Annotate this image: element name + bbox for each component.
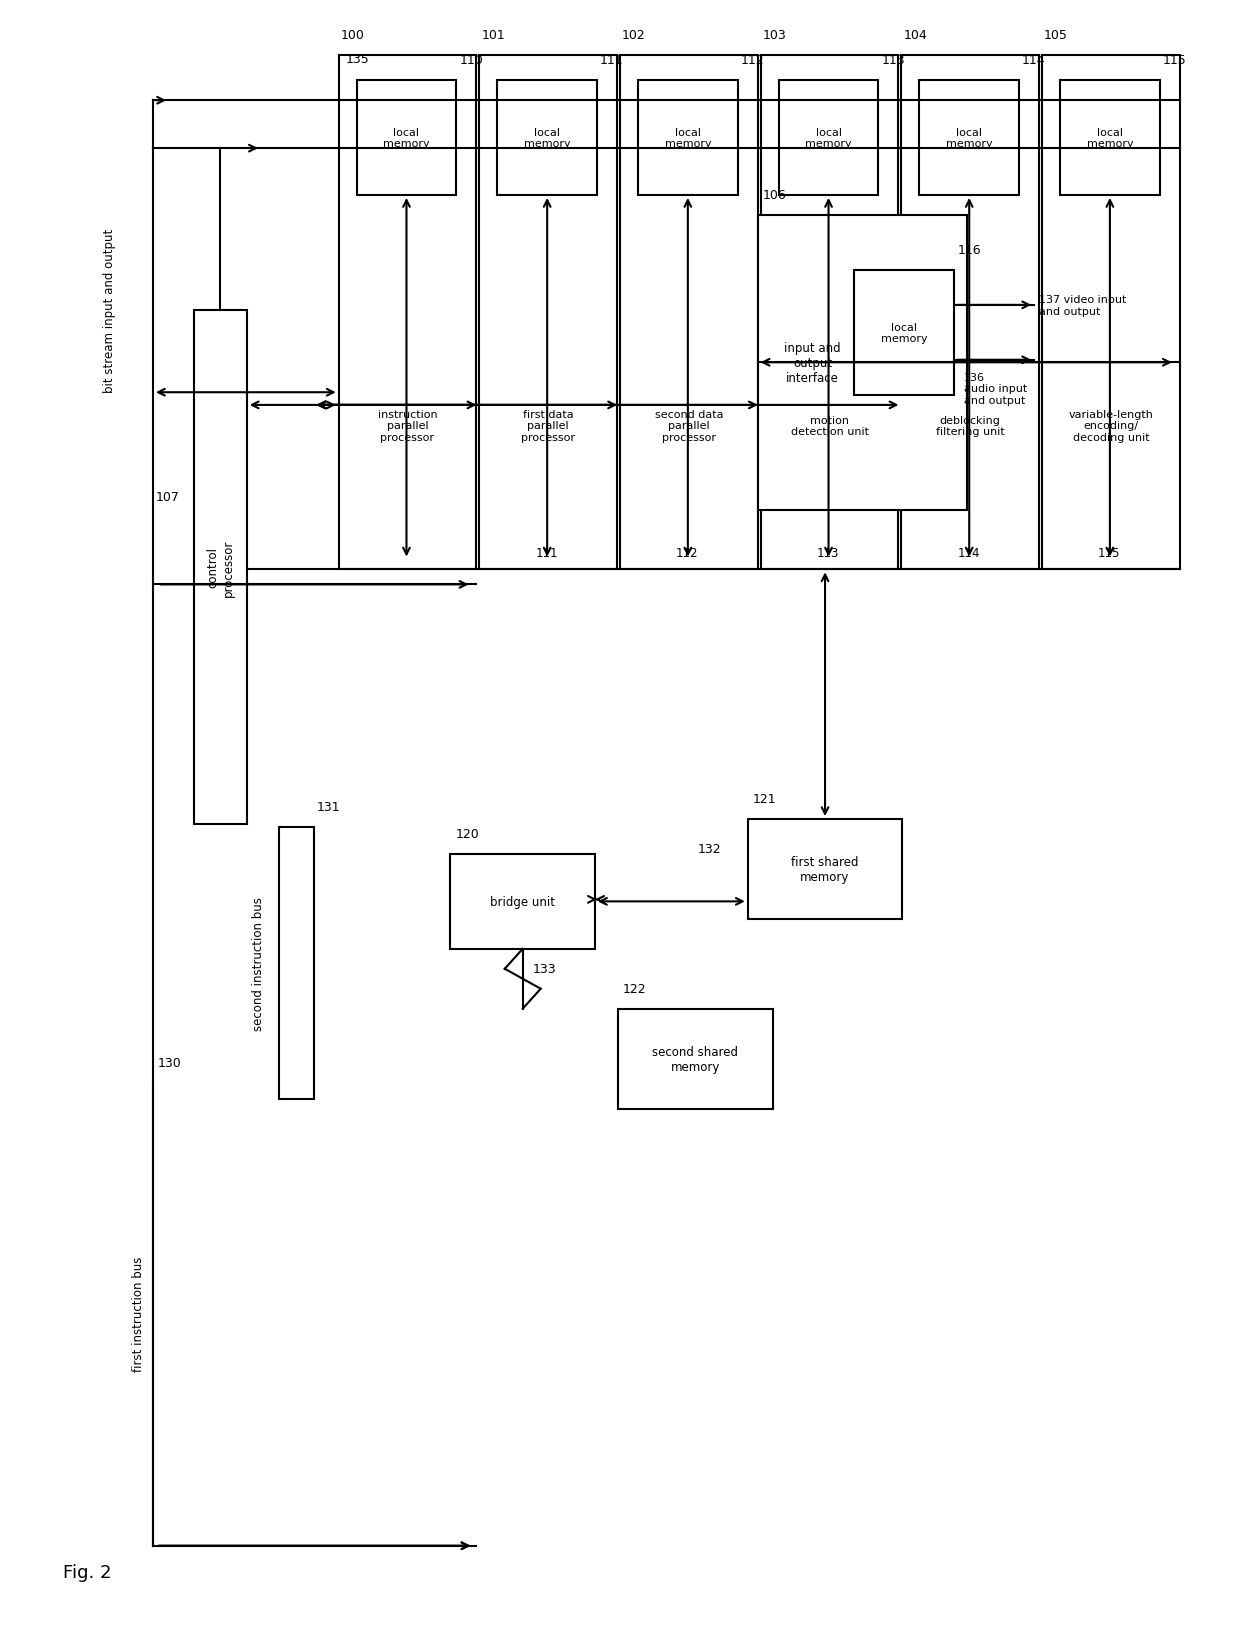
Text: 122: 122: [622, 982, 646, 995]
Text: second instruction bus: second instruction bus: [252, 897, 265, 1030]
Text: 105: 105: [1044, 30, 1068, 43]
Bar: [854, 270, 955, 396]
Text: 111: 111: [600, 54, 624, 68]
Text: 114: 114: [1022, 54, 1045, 68]
Text: 113: 113: [817, 547, 839, 560]
Text: 120: 120: [455, 827, 479, 840]
Bar: [339, 56, 476, 570]
Bar: [279, 827, 314, 1099]
Text: variable-length
encoding/
decoding unit: variable-length encoding/ decoding unit: [1069, 410, 1153, 443]
Text: 107: 107: [156, 489, 180, 503]
Text: second data
parallel
processor: second data parallel processor: [655, 410, 723, 443]
Text: instruction
parallel
processor: instruction parallel processor: [378, 410, 438, 443]
Text: 136
audio input
and output: 136 audio input and output: [965, 372, 1028, 405]
Bar: [450, 854, 595, 949]
Text: local
memory: local memory: [1086, 129, 1133, 150]
Text: first shared
memory: first shared memory: [791, 855, 859, 883]
Text: input and
output
interface: input and output interface: [784, 341, 841, 384]
Bar: [758, 216, 967, 511]
Text: second shared
memory: second shared memory: [652, 1045, 738, 1073]
Text: 112: 112: [676, 547, 698, 560]
Text: 130: 130: [157, 1056, 182, 1070]
Text: 111: 111: [536, 547, 558, 560]
Text: deblocking
filtering unit: deblocking filtering unit: [936, 415, 1004, 437]
Bar: [637, 81, 738, 196]
Bar: [919, 81, 1019, 196]
Text: 132: 132: [698, 842, 722, 855]
Text: bridge unit: bridge unit: [490, 895, 556, 908]
Text: 102: 102: [622, 30, 646, 43]
Text: local
memory: local memory: [946, 129, 992, 150]
Text: local
memory: local memory: [665, 129, 712, 150]
Bar: [497, 81, 596, 196]
Bar: [748, 819, 903, 920]
Text: 103: 103: [763, 30, 786, 43]
Text: 115: 115: [1097, 547, 1120, 560]
Text: 101: 101: [481, 30, 505, 43]
Bar: [760, 56, 898, 570]
Text: 116: 116: [957, 244, 981, 257]
Bar: [357, 81, 456, 196]
Text: 106: 106: [763, 190, 786, 203]
Text: 137 video input
and output: 137 video input and output: [1039, 295, 1126, 316]
Bar: [901, 56, 1039, 570]
Bar: [1060, 81, 1159, 196]
Text: first data
parallel
processor: first data parallel processor: [521, 410, 575, 443]
Text: 121: 121: [753, 793, 776, 806]
Text: motion
detection unit: motion detection unit: [791, 415, 868, 437]
Text: local
memory: local memory: [523, 129, 570, 150]
Text: 131: 131: [316, 801, 340, 814]
Text: 135: 135: [346, 53, 370, 66]
Text: 113: 113: [882, 54, 905, 68]
Text: 104: 104: [904, 30, 928, 43]
Text: bit stream input and output: bit stream input and output: [103, 229, 115, 392]
Text: 110: 110: [459, 54, 484, 68]
Text: 112: 112: [740, 54, 764, 68]
Text: 133: 133: [533, 962, 557, 976]
Text: local
memory: local memory: [805, 129, 852, 150]
Bar: [1042, 56, 1179, 570]
Text: Fig. 2: Fig. 2: [63, 1564, 112, 1582]
Bar: [193, 311, 247, 824]
Bar: [480, 56, 618, 570]
Text: local
memory: local memory: [882, 323, 928, 344]
Bar: [779, 81, 878, 196]
Text: local
memory: local memory: [383, 129, 430, 150]
Text: 114: 114: [957, 547, 980, 560]
Text: control
processor: control processor: [206, 539, 234, 597]
Text: 100: 100: [341, 30, 365, 43]
Text: first instruction bus: first instruction bus: [131, 1256, 145, 1371]
Bar: [620, 56, 758, 570]
Bar: [618, 1009, 773, 1109]
Text: 115: 115: [1163, 54, 1187, 68]
